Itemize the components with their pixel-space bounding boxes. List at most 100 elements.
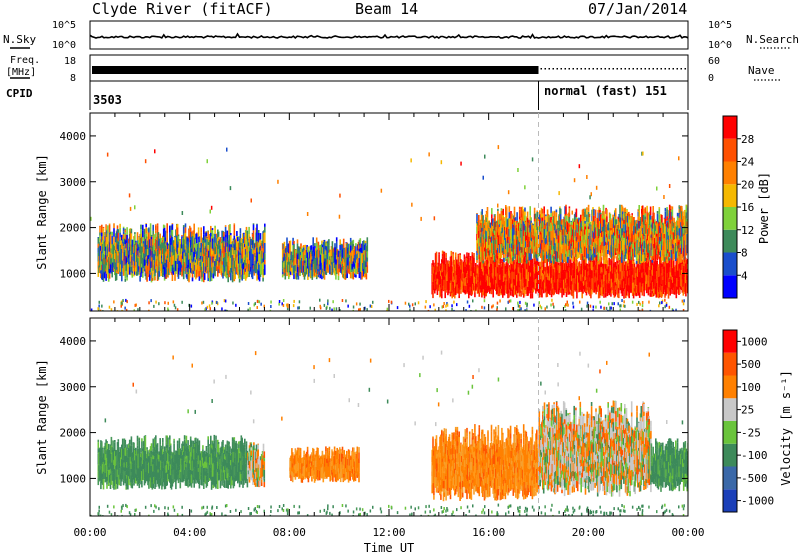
echo-cell <box>189 225 191 230</box>
echo-cell <box>675 269 678 279</box>
echo-cell <box>244 243 246 248</box>
echo-cell <box>582 231 585 240</box>
echo-cell <box>525 241 527 248</box>
echo-cell <box>162 261 164 273</box>
echo-cell <box>564 218 566 227</box>
echo-cell <box>603 236 606 247</box>
echo-cell <box>489 222 491 228</box>
echo-cell <box>662 286 665 295</box>
echo-cell <box>496 222 498 234</box>
echo-cell <box>653 248 655 259</box>
echo-cell <box>603 215 606 220</box>
echo-cell <box>578 261 581 268</box>
echo-cell <box>351 250 354 254</box>
echo-cell <box>361 253 363 258</box>
echo-cell <box>293 265 295 275</box>
echo-cell <box>171 224 174 230</box>
echo-cell <box>563 216 565 220</box>
echo-cell <box>595 230 598 242</box>
echo-cell <box>491 242 493 254</box>
echo-cell <box>479 230 482 234</box>
echo-cell <box>522 268 524 277</box>
echo-cell <box>322 254 325 262</box>
echo-cell <box>564 259 567 270</box>
echo-cell <box>196 243 198 252</box>
echo-cell <box>157 275 160 280</box>
echo-cell <box>538 293 541 298</box>
echo-cell <box>224 234 227 243</box>
echo-cell <box>627 245 629 255</box>
echo-cell <box>115 269 118 273</box>
echo-cell <box>526 238 529 244</box>
echo-cell <box>538 217 540 219</box>
echo-cell <box>111 271 113 278</box>
echo-cell <box>305 250 307 253</box>
echo-cell <box>594 276 596 283</box>
echo-cell <box>581 291 583 299</box>
echo-cell <box>335 270 337 280</box>
echo-cell <box>485 292 487 297</box>
echo-cell <box>593 272 596 276</box>
echo-cell <box>567 253 570 257</box>
echo-cell <box>217 260 220 270</box>
echo-cell <box>117 229 120 233</box>
echo-cell <box>514 264 516 270</box>
echo-cell <box>142 224 144 231</box>
echo-cell <box>518 206 521 210</box>
echo-cell <box>594 282 596 292</box>
echo-cell <box>237 266 239 276</box>
echo-cell <box>597 210 599 213</box>
echo-cell <box>329 259 332 266</box>
echo-cell <box>601 286 603 292</box>
echo-cell <box>202 246 204 257</box>
echo-cell <box>173 246 175 255</box>
echo-cell <box>478 227 481 238</box>
echo-cell <box>246 246 249 252</box>
echo-cell <box>214 261 216 267</box>
echo-cell <box>492 222 495 229</box>
nsearch-tick-bottom: 10^0 <box>708 40 732 51</box>
echo-cell <box>357 262 360 268</box>
echo-cell <box>505 225 507 231</box>
echo-cell <box>483 246 485 256</box>
echo-cell <box>198 271 201 277</box>
nave-dot <box>608 68 610 70</box>
echo-cell <box>583 263 585 270</box>
echo-cell <box>619 204 621 214</box>
echo-cell <box>162 269 165 276</box>
echo-cell <box>358 239 361 246</box>
echo-cell <box>109 234 112 245</box>
echo-cell <box>665 272 668 283</box>
echo-cell <box>648 212 650 216</box>
echo-cell <box>346 242 348 252</box>
echo-cell <box>204 259 207 267</box>
echo-cell <box>468 289 470 299</box>
echo-cell <box>330 264 333 272</box>
echo-cell <box>176 264 179 269</box>
echo-cell <box>535 288 537 294</box>
echo-cell <box>618 279 620 288</box>
echo-cell <box>338 268 341 273</box>
echo-cell <box>593 248 596 254</box>
echo-cell <box>169 232 171 242</box>
echo-cell <box>572 218 574 225</box>
echo-cell <box>514 253 517 259</box>
echo-cell <box>345 242 348 243</box>
echo-cell <box>593 254 595 259</box>
echo-cell <box>460 261 462 265</box>
echo-cell <box>617 289 619 298</box>
echo-cell <box>209 263 211 273</box>
echo-cell <box>627 231 629 237</box>
echo-cell <box>206 259 209 267</box>
echo-cell <box>570 248 572 257</box>
echo-cell <box>221 238 223 244</box>
echo-cell <box>591 209 593 216</box>
echo-cell <box>514 244 517 254</box>
echo-cell <box>525 216 528 218</box>
echo-cell <box>468 252 470 258</box>
echo-cell <box>566 244 568 252</box>
echo-cell <box>620 262 623 272</box>
echo-cell <box>601 227 604 233</box>
echo-cell <box>441 286 444 291</box>
echo-cell <box>546 239 549 246</box>
